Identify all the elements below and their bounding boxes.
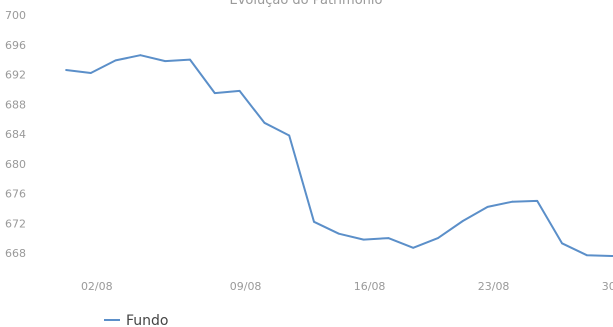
y-tick-label: 672: [5, 217, 26, 230]
data-point: [362, 238, 365, 241]
data-point: [288, 134, 291, 137]
data-point: [337, 232, 340, 235]
y-tick-label: 688: [5, 98, 26, 111]
data-point: [238, 90, 241, 92]
data-point: [263, 121, 266, 124]
x-axis-ticks: 02/08 09/08 16/08 23/08 30/08: [81, 280, 613, 293]
data-point: [65, 69, 67, 71]
data-point: [213, 92, 216, 94]
x-tick-label: 02/08: [81, 280, 113, 293]
data-point: [189, 58, 191, 61]
data-point: [561, 242, 563, 245]
legend: Fundo: [104, 313, 169, 327]
y-tick-label: 684: [5, 128, 26, 141]
data-point: [89, 72, 92, 74]
data-point: [437, 237, 439, 240]
y-tick-label: 676: [5, 188, 26, 201]
data-point: [313, 220, 315, 223]
data-point: [461, 220, 464, 222]
data-point: [536, 200, 539, 202]
legend-label-fundo: Fundo: [126, 313, 169, 327]
data-point: [511, 200, 514, 203]
x-tick-label: 16/08: [354, 280, 386, 293]
y-tick-label: 692: [5, 69, 26, 82]
data-point: [412, 246, 415, 249]
x-tick-label: 30/08: [602, 280, 613, 293]
y-tick-label: 700: [5, 9, 26, 22]
data-point: [114, 59, 117, 62]
y-tick-label: 696: [5, 39, 26, 52]
chart-title: Evolução do Patrimônio: [230, 0, 383, 8]
data-point: [610, 255, 613, 257]
y-tick-label: 680: [5, 158, 26, 171]
series-line-fundo: [65, 54, 613, 257]
data-point: [164, 60, 167, 62]
x-tick-label: 23/08: [478, 280, 510, 293]
y-tick-label: 668: [5, 247, 26, 260]
x-tick-label: 09/08: [230, 280, 262, 293]
data-point: [486, 206, 489, 208]
series-layer: [65, 54, 613, 257]
data-point: [387, 237, 390, 240]
data-point: [139, 54, 142, 57]
y-axis-ticks: 700 696 692 688 684 680 676 672 668: [5, 9, 26, 260]
data-point: [585, 254, 588, 257]
